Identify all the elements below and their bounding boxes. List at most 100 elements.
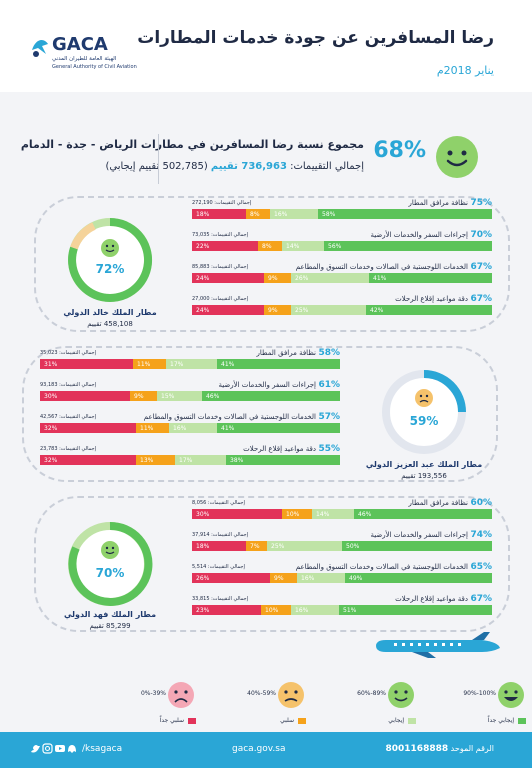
legend-negative: 40%-59% سلبي — [208, 668, 308, 728]
logo-arabic-name: الهيئة العامة للطيران المدني — [52, 56, 117, 62]
dammam-donut — [68, 521, 153, 606]
bar-segment-negative: 11% — [133, 359, 166, 369]
metric-percent: 67% — [470, 262, 492, 272]
bar-segment-negative: 11% — [136, 423, 169, 433]
metric-total-label: إجمالي التقييمات: — [59, 446, 97, 452]
metric-label: دقة مواعيد إقلاع الرحلات — [243, 445, 316, 453]
smile-icon — [436, 136, 478, 178]
airport-dammam: 70% مطار الملك فهد الدولي 85,299 تقييم — [50, 518, 170, 678]
bar-segment-positive: 16% — [297, 573, 345, 583]
metric-row: 67% الخدمات اللوجستية في الصالات وخدمات ا… — [192, 262, 492, 292]
airport-jeddah: 59% مطار الملك عبد العزيز الدولي 193,556… — [364, 366, 484, 526]
bar-segment-very-positive: 46% — [354, 509, 492, 519]
metric-row: 67% دقة مواعيد إقلاع الرحلات إجمالي التقيي… — [192, 294, 492, 324]
metric-row: 75% نظافة مرافق المطار إجمالي التقييمات: 2… — [192, 198, 492, 228]
metric-percent: 74% — [470, 530, 492, 540]
bar-segment-negative: 8% — [258, 241, 282, 251]
legend: 90%-100% إيجابي جداً 60%-89% إيجابي 40%-… — [0, 668, 532, 732]
summary-percent: 68% — [373, 138, 426, 163]
bar-segment-very-negative: 31% — [40, 359, 133, 369]
bar-segment-positive: 14% — [312, 509, 354, 519]
metric-percent: 55% — [318, 444, 340, 454]
logo-english-name: General Authority of Civil Aviation — [52, 64, 137, 70]
legend-label: إيجابي جداً — [487, 717, 514, 724]
metric-total-label: إجمالي التقييمات: — [59, 350, 97, 356]
legend-range: 60%-89% — [357, 690, 386, 697]
bar-segment-very-negative: 22% — [192, 241, 258, 251]
metric-label: نظافة مرافق المطار — [256, 349, 317, 357]
metric-total-label: إجمالي التقييمات: — [211, 232, 249, 238]
footer-phone-label: الرقم الموحد — [450, 744, 494, 753]
stacked-bar: 30% 9% 15% 46% — [40, 391, 340, 401]
legend-swatch — [298, 718, 306, 724]
metric-total: إجمالي التقييمات: 93,183 — [40, 382, 96, 388]
summary-headline: مجموع نسبة رضا المسافرين في مطارات الريا… — [20, 138, 364, 151]
metric-total: إجمالي التقييمات: 85,883 — [192, 264, 248, 270]
metric-total: إجمالي التقييمات: 8,056 — [192, 500, 245, 506]
bar-segment-very-positive: 46% — [202, 391, 340, 401]
bar-segment-very-negative: 30% — [192, 509, 282, 519]
metric-total-value: 272,190 — [192, 200, 213, 206]
footer-phone-number: 8001168888 — [385, 744, 449, 754]
stacked-bar: 18% 7% 25% 50% — [192, 541, 492, 551]
footer-social-handle[interactable]: /ksagaca — [82, 744, 123, 754]
metric-total-label: إجمالي التقييمات: — [59, 382, 97, 388]
summary-divider — [158, 134, 159, 184]
bar-segment-negative: 10% — [261, 605, 291, 615]
logo-brand: GACA — [52, 34, 108, 55]
legend-range: 0%-39% — [140, 690, 166, 697]
jeddah-frame — [22, 346, 498, 482]
bar-segment-very-positive: 41% — [369, 273, 492, 283]
jeddah-name: مطار الملك عبد العزيز الدولي — [365, 460, 483, 469]
metric-total-label: إجمالي التقييمات: — [207, 564, 245, 570]
footer: الرقم الموحد 8001168888 gaca.gov.sa /ksa… — [0, 732, 532, 768]
metric-row: 70% إجراءات السفر والخدمات الأرضية إجمالي … — [192, 230, 492, 260]
dammam-frame — [34, 496, 510, 632]
metric-label: إجراءات السفر والخدمات الأرضية — [218, 381, 316, 389]
metric-total-value: 42,567 — [40, 414, 58, 420]
footer-phone[interactable]: الرقم الموحد 8001168888 — [386, 744, 495, 754]
dammam-total: 85,299 تقييم — [89, 622, 131, 630]
social-icons — [31, 743, 76, 754]
smile-icon — [101, 541, 119, 559]
bar-segment-negative: 9% — [264, 273, 291, 283]
bar-segment-very-negative: 18% — [192, 541, 246, 551]
airport-riyadh: 72% مطار الملك خالد الدولي 458,108 تقييم — [50, 214, 170, 374]
bar-segment-very-negative: 24% — [192, 273, 264, 283]
legend-label: إيجابي — [388, 717, 404, 724]
metric-total-value: 23,783 — [40, 446, 58, 452]
stacked-bar: 24% 9% 25% 42% — [192, 305, 492, 315]
big-smile-icon — [498, 682, 524, 708]
metric-total-value: 33,815 — [192, 596, 210, 602]
metric-total: إجمالي التقييمات: 272,190 — [192, 200, 251, 206]
gaca-logo[interactable]: GACA الهيئة العامة للطيران المدني Genera… — [30, 30, 137, 78]
metric-percent: 75% — [470, 198, 492, 208]
metric-percent: 67% — [470, 294, 492, 304]
summary-total-ratings: 736,963 تقييم — [210, 161, 287, 172]
bar-segment-positive: 15% — [157, 391, 202, 401]
metric-row: 57% الخدمات اللوجستية في الصالات وخدمات ا… — [40, 412, 340, 442]
footer-website-link[interactable]: gaca.gov.sa — [232, 744, 286, 754]
smile-icon — [101, 239, 119, 257]
header: رضا المسافرين عن جودة خدمات المطارات ينا… — [0, 0, 532, 92]
legend-swatch — [518, 718, 526, 724]
metric-total-value: 73,035 — [192, 232, 210, 238]
metric-percent: 58% — [318, 348, 340, 358]
bar-segment-negative: 8% — [246, 209, 270, 219]
page-title: رضا المسافرين عن جودة خدمات المطارات — [137, 28, 494, 48]
riyadh-percent: 72% — [95, 262, 125, 276]
metric-total-label: إجمالي التقييمات: — [211, 264, 249, 270]
bar-segment-very-positive: 56% — [324, 241, 492, 251]
bar-segment-very-positive: 58% — [318, 209, 492, 219]
metric-total: إجمالي التقييمات: 33,815 — [192, 596, 248, 602]
metric-label: دقة مواعيد إقلاع الرحلات — [395, 595, 468, 603]
bar-segment-very-negative: 18% — [192, 209, 246, 219]
bar-segment-positive: 25% — [291, 305, 366, 315]
metric-percent: 65% — [470, 562, 492, 572]
dammam-name: مطار الملك فهد الدولي — [63, 610, 157, 619]
summary-totals-label: إجمالي التقييمات: — [290, 161, 364, 172]
bar-segment-negative: 9% — [270, 573, 297, 583]
riyadh-donut — [68, 218, 153, 302]
metric-label: إجراءات السفر والخدمات الأرضية — [370, 531, 468, 539]
metric-total-label: إجمالي التقييمات: — [211, 532, 249, 538]
